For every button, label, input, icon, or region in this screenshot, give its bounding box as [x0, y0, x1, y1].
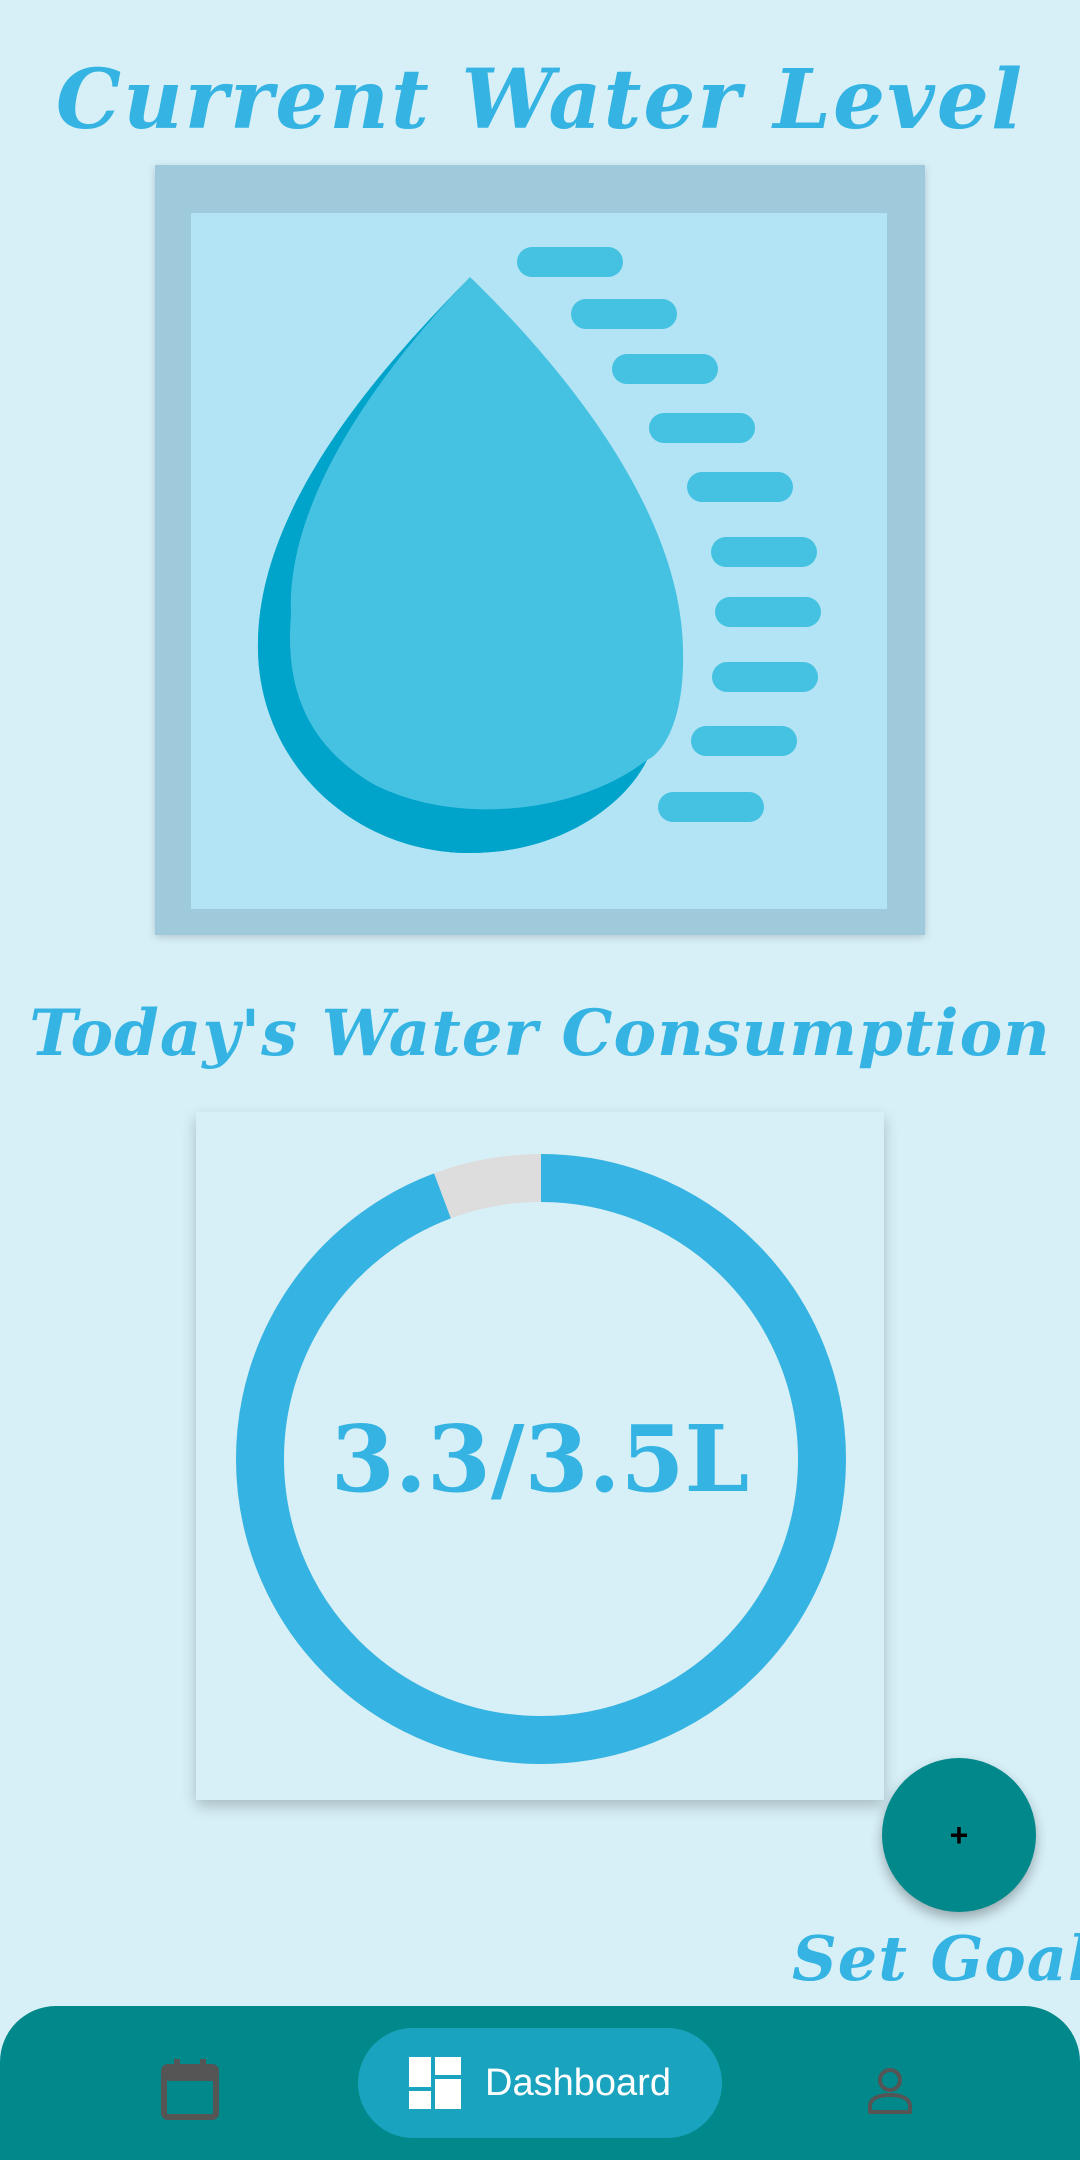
nav-item-dashboard[interactable]: Dashboard — [358, 2028, 722, 2138]
dashboard-icon — [409, 2057, 462, 2109]
nav-item-dashboard-label: Dashboard — [485, 2061, 671, 2104]
person-icon — [868, 2068, 912, 2114]
todays-consumption-title: Today's Water Consumption — [29, 996, 1051, 1071]
consumption-progress-card: 3.3/3.5L — [196, 1112, 884, 1800]
water-level-image — [155, 165, 925, 935]
set-goal-label[interactable]: Set Goal — [792, 1922, 1080, 1995]
consumption-value: 3.3/3.5L — [330, 1405, 750, 1513]
plus-icon: + — [949, 1816, 969, 1853]
calendar-icon — [161, 2059, 219, 2120]
level-bars — [517, 247, 821, 822]
add-water-fab[interactable]: + — [882, 1758, 1036, 1912]
progress-ring-fill — [236, 1154, 846, 1764]
water-drop-icon — [191, 213, 887, 909]
bottom-navigation: Dashboard — [0, 2006, 1080, 2160]
progress-ring — [236, 1154, 846, 1764]
nav-item-profile[interactable] — [852, 2050, 928, 2130]
nav-item-calendar[interactable] — [150, 2050, 230, 2130]
current-water-level-title: Current Water Level — [55, 52, 1025, 148]
